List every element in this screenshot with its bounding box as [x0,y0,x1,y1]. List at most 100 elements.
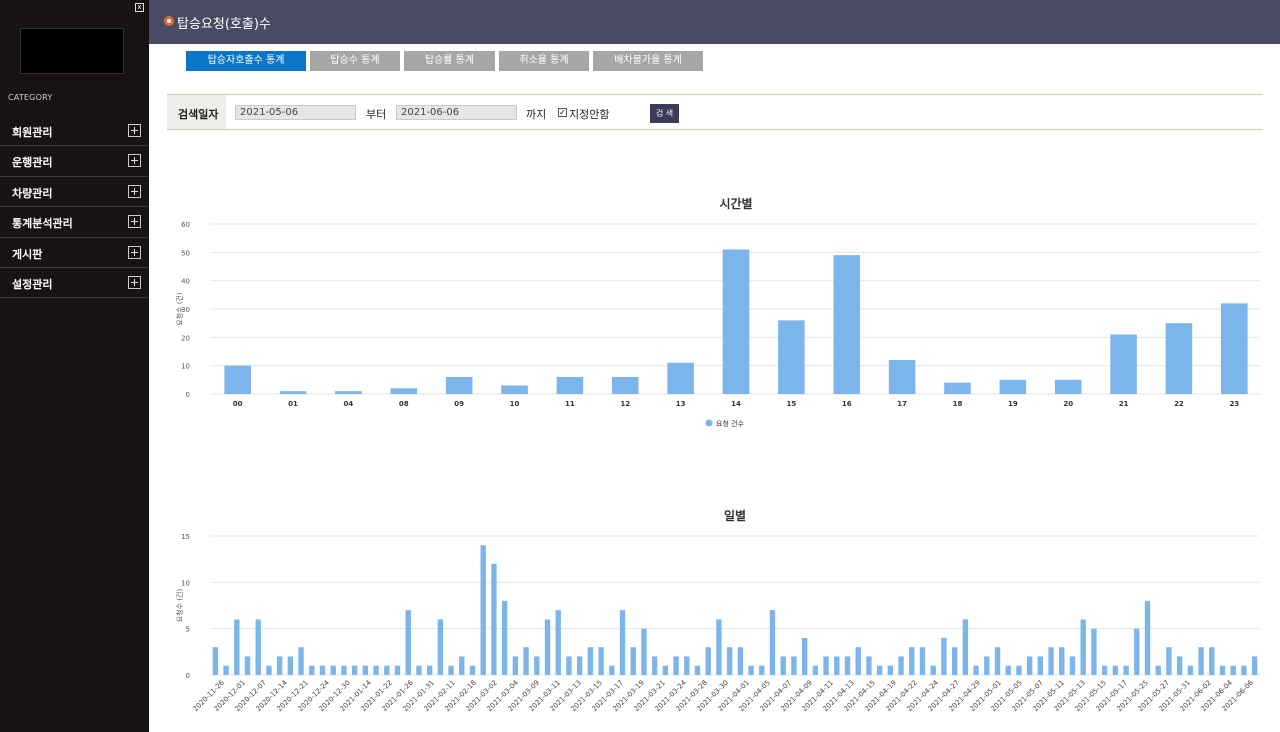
bar [909,647,915,675]
tab-boarding-stats[interactable]: 탑승수 통계 [310,51,400,71]
bullet-circle-icon [164,16,174,26]
bar [748,665,754,675]
bar [1176,656,1183,675]
bar [887,665,894,675]
tab-boarding-rate-stats[interactable]: 탑승률 통계 [404,51,495,71]
sidebar: x CATEGORY 회원관리 운행관리 차량관리 통계분석관리 게시판 [0,0,149,732]
bar [373,665,379,675]
sidebar-item-vehicle[interactable]: 차량관리 [0,177,149,208]
to-date-input[interactable]: 2021-06-06 [396,105,517,120]
bar [705,647,711,675]
unspecified-checkbox[interactable]: ✓ [558,108,567,117]
bar [1251,656,1258,675]
sidebar-close-icon[interactable]: x [135,3,144,12]
bar [737,647,744,675]
bar [630,647,636,675]
bar [667,362,694,394]
bar [534,656,540,675]
search-bar: 검색일자 2021-05-06 부터 2021-06-06 까지 ✓ 지정안함 … [167,94,1263,130]
bar [523,647,529,675]
bar [694,665,701,675]
bar [1230,665,1236,675]
bar [351,665,358,675]
sidebar-item-statistics[interactable]: 통계분석관리 [0,207,149,238]
bar [480,545,486,675]
bar [1110,334,1137,394]
bar [566,656,572,675]
sidebar-item-member[interactable]: 회원관리 [0,116,149,147]
bar [673,656,679,675]
bar [944,382,971,394]
bar [362,665,369,675]
search-button[interactable]: 검 색 [650,104,679,123]
expand-plus-icon[interactable] [128,124,141,137]
bar [426,665,433,675]
sidebar-item-label: 게시판 [12,247,43,261]
bar [390,388,418,394]
bar [1221,303,1248,394]
sidebar-item-label: 통계분석관리 [12,217,73,231]
bar [1026,656,1033,675]
expand-plus-icon[interactable] [128,215,141,229]
bar [1016,665,1022,675]
bar [619,610,626,675]
from-date-input[interactable]: 2021-05-06 [235,105,356,120]
y-tick-label: 40 [181,278,190,286]
bar [266,665,272,675]
chart-title: 일별 [724,508,746,523]
search-label-cell: 검색일자 [167,95,226,129]
y-axis-label: 요청수 (건) [175,292,184,326]
y-tick-label: 10 [181,363,190,371]
y-tick-label: 0 [186,391,190,399]
category-heading: CATEGORY [8,93,53,102]
bar [791,656,797,675]
expand-plus-icon[interactable] [128,245,141,259]
bar [834,656,840,675]
tab-call-stats[interactable]: 탑승자호출수 통계 [186,51,306,71]
bar [459,656,465,675]
bar [812,665,819,675]
tab-dispatch-fail-stats[interactable]: 배차불가율 통계 [593,51,703,71]
expand-plus-icon[interactable] [128,275,141,289]
bar [469,665,476,675]
bar [501,600,508,675]
bar [684,656,690,675]
tab-cancel-rate-stats[interactable]: 취소율 통계 [499,51,589,71]
bar [276,656,283,675]
bar [298,647,304,675]
x-tick-label: 16 [842,400,852,408]
bar [930,665,936,675]
x-tick-label: 23 [1229,400,1239,408]
expand-plus-icon[interactable] [128,184,141,198]
bar [716,619,722,675]
expand-plus-icon[interactable] [128,154,141,168]
bar [1198,647,1204,675]
bar [1165,323,1193,394]
bar [244,656,251,675]
sidebar-item-settings[interactable]: 설정관리 [0,268,149,299]
bar [1059,647,1065,675]
bar [780,656,786,675]
x-tick-label: 21 [1119,400,1129,408]
x-tick-label: 17 [897,400,907,408]
bar [984,656,990,675]
bar [1112,665,1119,675]
sidebar-item-operation[interactable]: 운행관리 [0,146,149,177]
bar [384,665,390,675]
legend-marker [705,419,713,427]
x-tick-label: 22 [1174,400,1184,408]
sidebar-item-label: 차량관리 [12,186,53,200]
x-tick-label: 19 [1008,400,1018,408]
y-tick-label: 20 [181,334,190,342]
y-tick-label: 30 [181,306,190,314]
bar [501,385,528,394]
bar [641,628,647,675]
bar [951,647,958,675]
bar [491,563,497,675]
bar [255,619,261,675]
sidebar-item-board[interactable]: 게시판 [0,238,149,268]
y-tick-label: 50 [181,249,190,257]
bar [962,619,969,675]
bar [1054,379,1082,394]
x-tick-label: 13 [676,400,686,408]
